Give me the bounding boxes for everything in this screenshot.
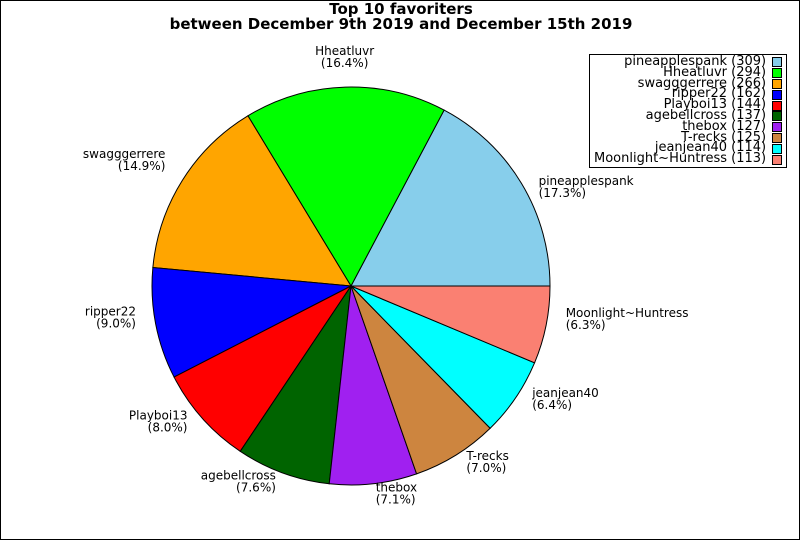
slice-label: Playboi13 (8.0%) [129,409,188,435]
chart-title: Top 10 favoriters between December 9th 2… [1,0,799,33]
legend-label: Playboi13 (144) [663,97,767,113]
legend-label: jeanjean40 (114) [654,140,767,156]
slice-label: pineapplespank (17.3%) [539,174,634,200]
legend-label: ripper22 (162) [671,86,767,102]
legend-label: pineapplespank (309) [624,54,767,69]
legend-swatch [772,78,783,89]
slice-label-name: swagggerrere [83,147,165,161]
legend-label: thebox (127) [682,118,767,134]
slice-label-name: Playboi13 [129,409,188,423]
pie-slice-Hheatluvr [247,86,445,288]
slice-label-pct: (6.3%) [566,318,606,332]
title-line: Top 10 favoriters [329,0,473,18]
slice-label-name: Moonlight~Huntress [566,306,689,320]
slice-label-pct: (7.1%) [376,493,416,507]
pie-slice-swagggerrere [152,115,352,287]
slice-label: swagggerrere (14.9%) [83,147,165,173]
legend-swatch [772,89,783,100]
legend-swatch [772,57,783,68]
slice-label: Moonlight~Huntress (6.3%) [566,306,689,332]
legend-label: Hheatluvr (294) [663,64,767,80]
legend: pineapplespank (309) Hheatluvr (294) swagg… [589,54,788,168]
slice-label: thebox (7.1%) [376,481,417,507]
legend-entry: jeanjean40 (114) [594,140,783,156]
legend-entry: swagggerrere (266) [594,75,783,91]
slice-label-pct: (16.4%) [321,56,368,70]
legend-entry: ripper22 (162) [594,86,783,102]
legend-label: swagggerrere (266) [637,75,767,91]
legend-entry: Playboi13 (144) [594,97,783,113]
legend-entry: T-recks (125) [594,129,783,145]
slice-label-name: jeanjean40 [531,386,599,400]
slice-label-pct: (7.6%) [236,481,276,495]
legend-label: T-recks (125) [681,129,767,145]
legend-entry: pineapplespank (309) [594,54,783,69]
legend-swatch [772,154,783,165]
slice-label: T-recks (7.0%) [465,449,508,475]
pie-slice-ripper22 [151,266,353,378]
legend-swatch [772,100,783,111]
legend-entry: Moonlight~Huntress (113) [594,151,783,167]
pie-slice-agebellcross [239,285,352,485]
legend-entry: thebox (127) [594,118,783,134]
legend-swatch [772,132,783,143]
slice-label-name: Hheatluvr [315,44,374,58]
slice-label-name: pineapplespank [539,174,634,188]
pie-slice-pineapplespank [350,109,551,287]
slice-label-pct: (17.3%) [539,186,586,200]
slice-label: jeanjean40 (6.4%) [531,386,599,412]
slice-label-name: T-recks [465,449,508,463]
pie-slice-Moonlight~Huntress [350,285,551,364]
slice-label-pct: (9.0%) [96,317,136,331]
legend-swatch [772,143,783,154]
subtitle-line: between December 9th 2019 and December 1… [169,15,633,33]
legend-entry: Hheatluvr (294) [594,64,783,80]
slice-label-pct: (6.4%) [532,398,572,412]
legend-entry: agebellcross (137) [594,107,783,123]
pie-slice-Playboi13 [173,285,352,453]
legend-label: agebellcross (137) [645,107,767,123]
slice-label-pct: (8.0%) [148,421,188,435]
slice-label-name: thebox [376,481,417,495]
slice-label: agebellcross (7.6%) [201,469,276,495]
slice-label-name: agebellcross [201,469,276,483]
legend-swatch [772,68,783,79]
slice-label-pct: (14.9%) [118,159,165,173]
legend-label: Moonlight~Huntress (113) [594,151,767,167]
slice-label: ripper22 (9.0%) [85,305,136,331]
legend-swatch [772,111,783,122]
slice-label-name: ripper22 [85,305,136,319]
legend-swatch [772,122,783,133]
slice-label: Hheatluvr (16.4%) [315,44,374,70]
slice-label-pct: (7.0%) [466,461,506,475]
